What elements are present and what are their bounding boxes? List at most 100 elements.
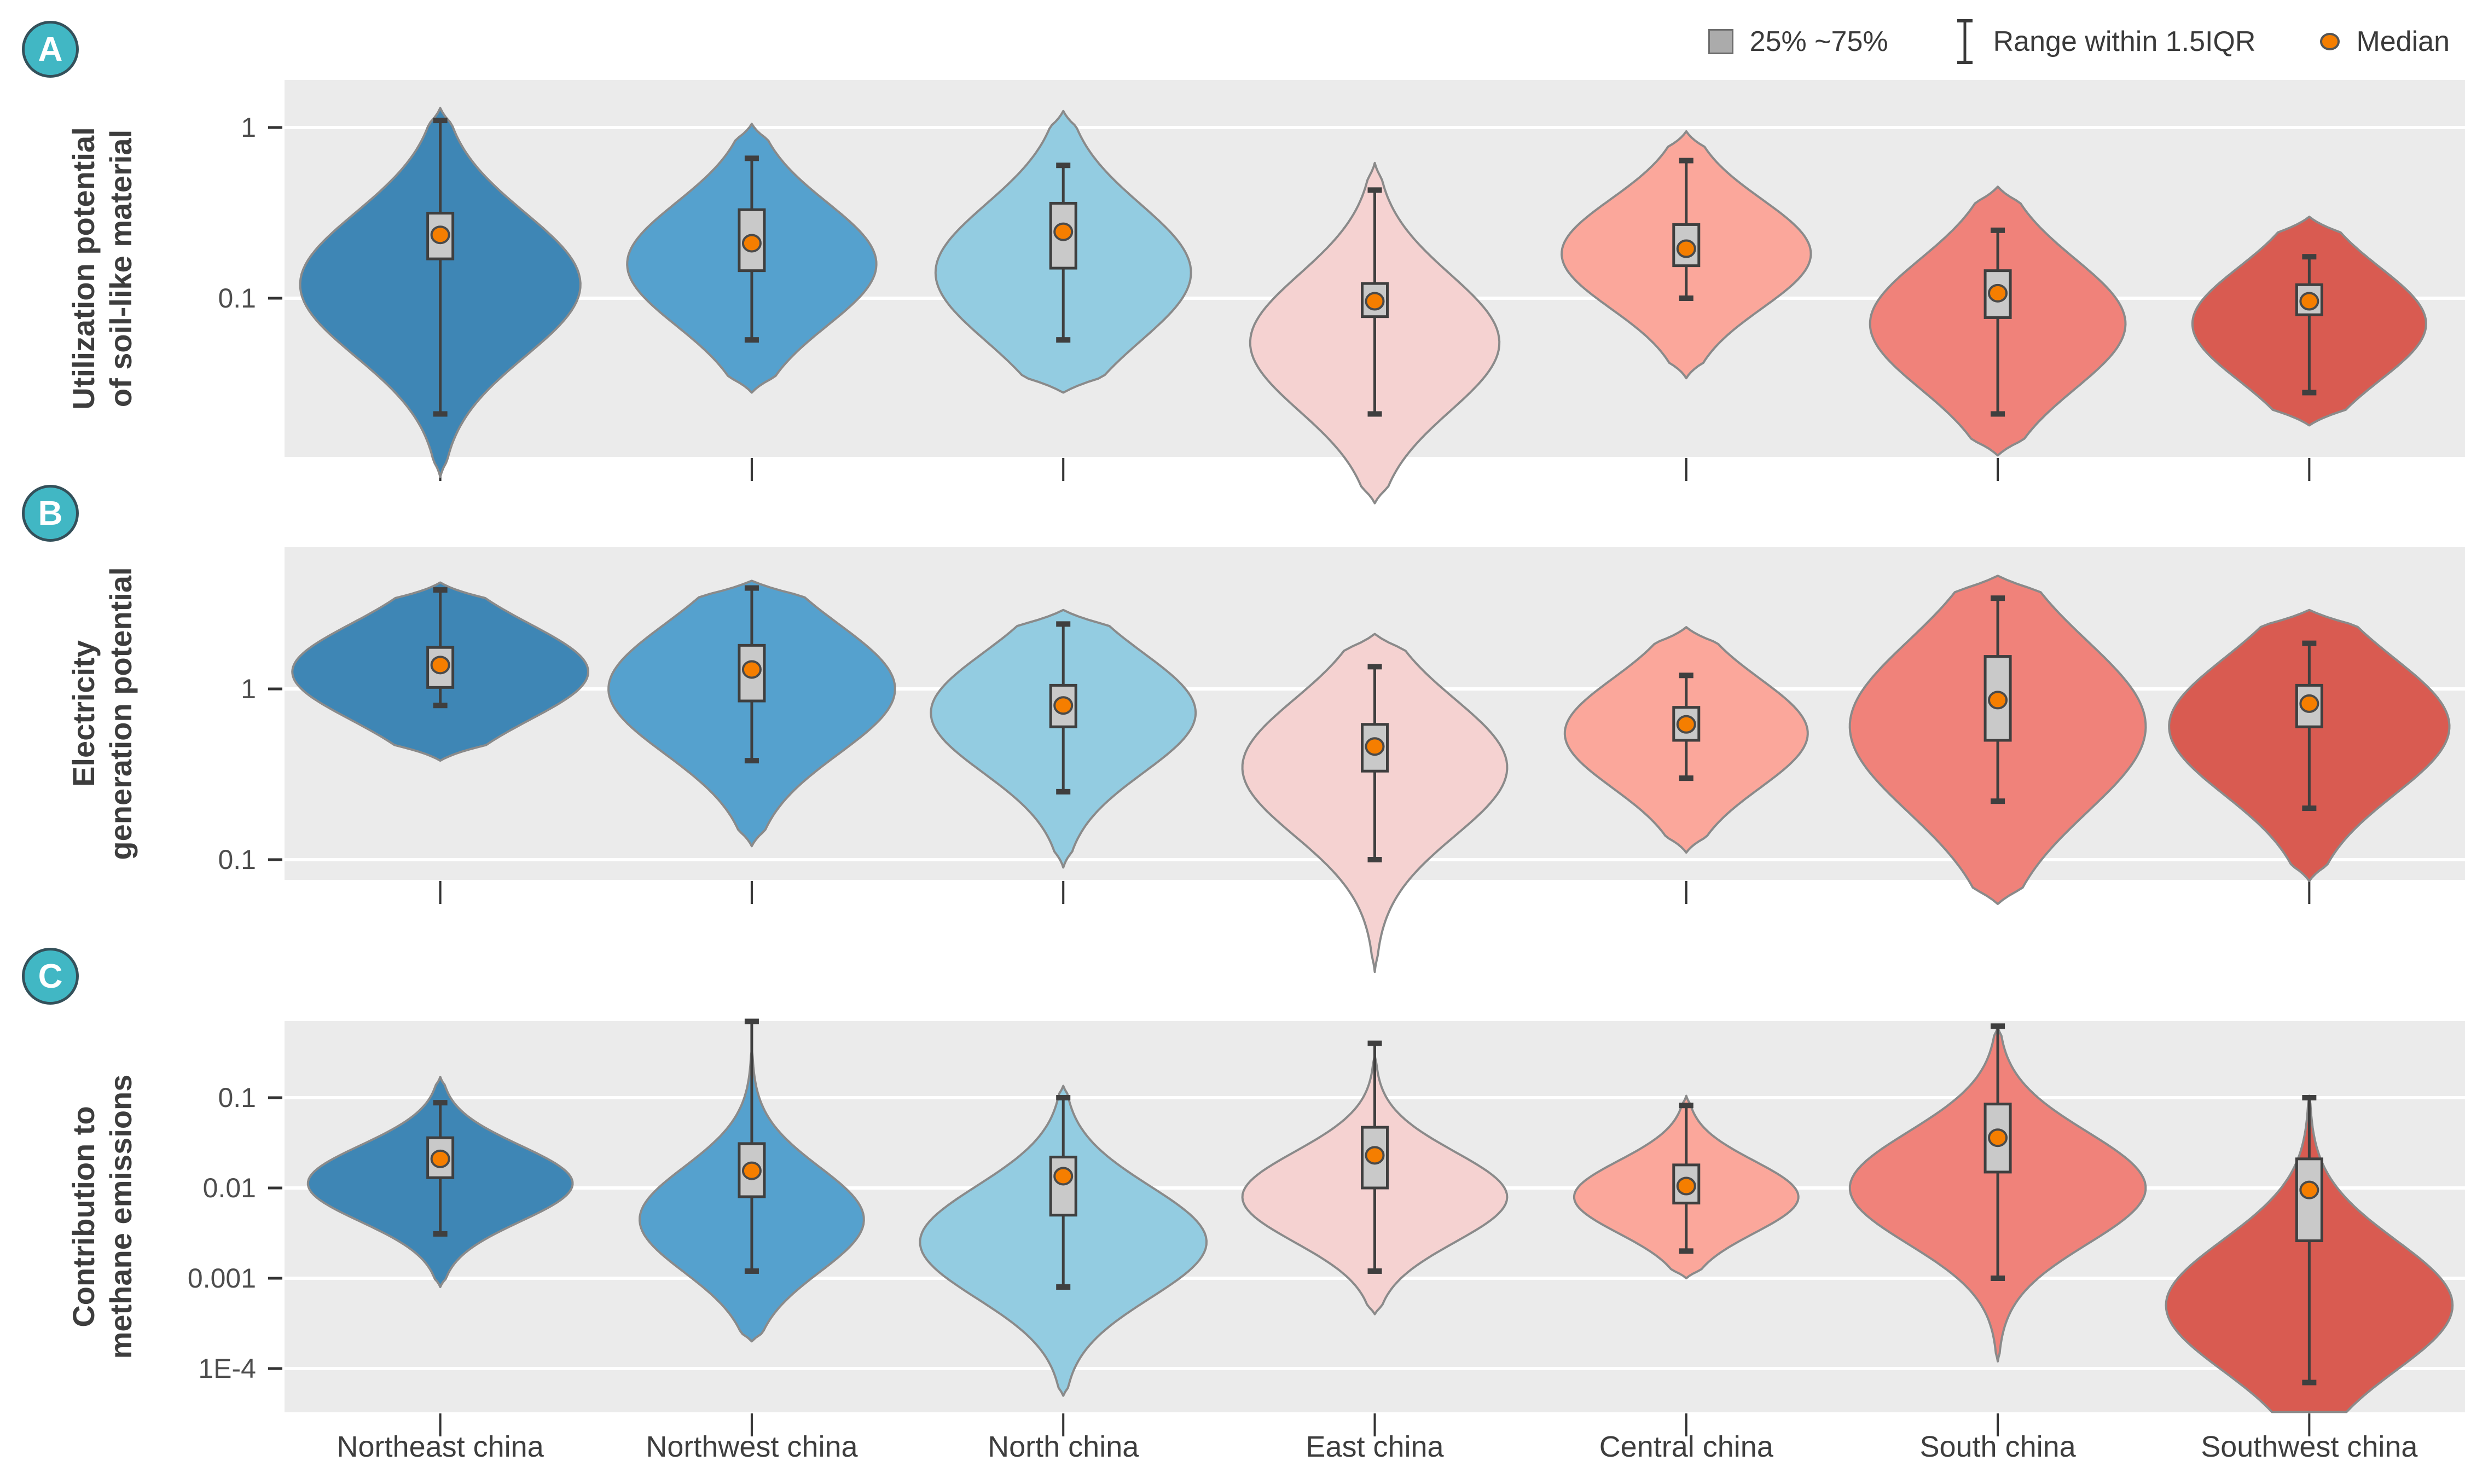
panel-badge-a: A	[22, 21, 79, 78]
y-tick-label: 0.01	[203, 1173, 256, 1203]
whisker-cap	[1367, 1268, 1382, 1274]
y-tick-label: 0.1	[218, 1082, 256, 1113]
y-axis-title: Electricity	[66, 640, 101, 787]
median-dot	[430, 225, 450, 245]
whisker-cap	[744, 337, 759, 343]
x-category-label: Central china	[1599, 1430, 1774, 1463]
y-axis-title: Contribution to	[66, 1106, 101, 1327]
whisker-cap	[1679, 673, 1693, 679]
whisker-cap	[433, 703, 448, 709]
whisker-cap	[1991, 227, 2005, 233]
legend-label-iqr: 25% ~75%	[1749, 26, 1888, 57]
median-dot	[430, 1149, 450, 1168]
whisker-cap	[433, 587, 448, 593]
legend: 25% ~75% Range within 1.5IQR Median	[1708, 16, 2450, 67]
legend-label-median: Median	[2356, 26, 2450, 57]
y-axis-title: Utilization potential	[66, 127, 101, 409]
y-tick-label: 0.001	[188, 1263, 256, 1294]
legend-item-range: Range within 1.5IQR	[1953, 16, 2256, 67]
median-dot	[741, 1161, 762, 1180]
median-dot	[1365, 292, 1385, 311]
whisker-cap	[1991, 798, 2005, 804]
whisker-cap	[1679, 1103, 1693, 1109]
iqr-box	[1049, 1156, 1077, 1217]
y-tick-label: 1	[241, 674, 256, 704]
x-category-label: Northwest china	[646, 1430, 858, 1463]
whisker-cap	[1679, 1248, 1693, 1254]
whisker-cap	[1367, 664, 1382, 670]
whisker-cap	[2302, 805, 2317, 811]
whisker-cap	[744, 1018, 759, 1024]
panel-badge-b: B	[22, 485, 79, 542]
whisker-cap	[1991, 411, 2005, 417]
whisker-cap	[744, 1268, 759, 1274]
median-dot	[2299, 1180, 2319, 1199]
legend-item-median: Median	[2320, 25, 2450, 58]
whisker-cap	[2302, 390, 2317, 396]
y-axis-title: generation potential	[103, 567, 138, 860]
median-dot	[1676, 1176, 1696, 1196]
whisker-cap	[433, 1100, 448, 1106]
iqr-box-swatch-icon	[1708, 29, 1733, 54]
median-dot	[741, 660, 762, 679]
x-category-label: North china	[988, 1430, 1139, 1463]
legend-label-range: Range within 1.5IQR	[1993, 26, 2256, 57]
median-dot	[1365, 737, 1385, 756]
whisker-cap	[744, 155, 759, 161]
whisker-cap	[1991, 595, 2005, 601]
y-tick-label: 1	[241, 112, 256, 143]
median-dot	[1053, 1167, 1074, 1186]
whisker-cap	[1056, 337, 1071, 343]
x-category-label: East china	[1306, 1430, 1444, 1463]
median-dot	[1676, 715, 1696, 734]
median-dot	[430, 656, 450, 675]
whisker-cap	[744, 758, 759, 764]
whisker-cap	[1367, 411, 1382, 417]
median-dot	[2299, 292, 2319, 311]
whisker-cap	[1679, 295, 1693, 301]
panel-badge-c: C	[22, 948, 79, 1005]
range-whisker-icon	[1957, 19, 1973, 64]
whisker-cap	[1991, 1276, 2005, 1281]
median-dot	[1988, 691, 2008, 710]
y-tick-label: 0.1	[218, 844, 256, 875]
x-category-label: South china	[1919, 1430, 2076, 1463]
whisker-cap	[1679, 775, 1693, 781]
whisker-cap	[1367, 187, 1382, 193]
whisker-cap	[433, 118, 448, 124]
whisker-cap	[2302, 640, 2317, 646]
whisker-cap	[1367, 857, 1382, 862]
median-dot	[741, 234, 762, 253]
median-dot-icon	[2320, 33, 2340, 50]
whisker-cap	[2302, 254, 2317, 260]
whisker-cap	[2302, 1379, 2317, 1386]
y-tick-label: 0.1	[218, 283, 256, 314]
legend-item-iqr-box: 25% ~75%	[1708, 25, 1888, 58]
whisker-cap	[1679, 158, 1693, 164]
whisker-cap	[1056, 789, 1071, 795]
x-category-label: Southwest china	[2201, 1430, 2418, 1463]
median-dot	[1988, 1128, 2008, 1147]
whisker-cap	[433, 1231, 448, 1237]
median-dot	[1676, 239, 1696, 258]
iqr-box	[2295, 1157, 2323, 1243]
median-dot	[1053, 222, 1074, 241]
whisker-cap	[433, 411, 448, 417]
whisker-cap	[1056, 1095, 1071, 1100]
median-dot	[1053, 696, 1074, 715]
y-tick-label: 1E-4	[198, 1353, 256, 1384]
y-axis-title: methane emissions	[103, 1075, 138, 1359]
median-dot	[1365, 1146, 1385, 1165]
whisker-cap	[744, 585, 759, 591]
whisker-cap	[1367, 1040, 1382, 1046]
y-axis-title: of soil-like material	[103, 130, 138, 407]
whisker-cap	[1056, 621, 1071, 627]
x-category-label: Northeast china	[337, 1430, 544, 1463]
whisker-cap	[2302, 1095, 2317, 1100]
whisker-cap	[1056, 1284, 1071, 1290]
median-dot	[1988, 283, 2008, 303]
median-dot	[2299, 694, 2319, 713]
whisker-cap	[1991, 1023, 2005, 1029]
